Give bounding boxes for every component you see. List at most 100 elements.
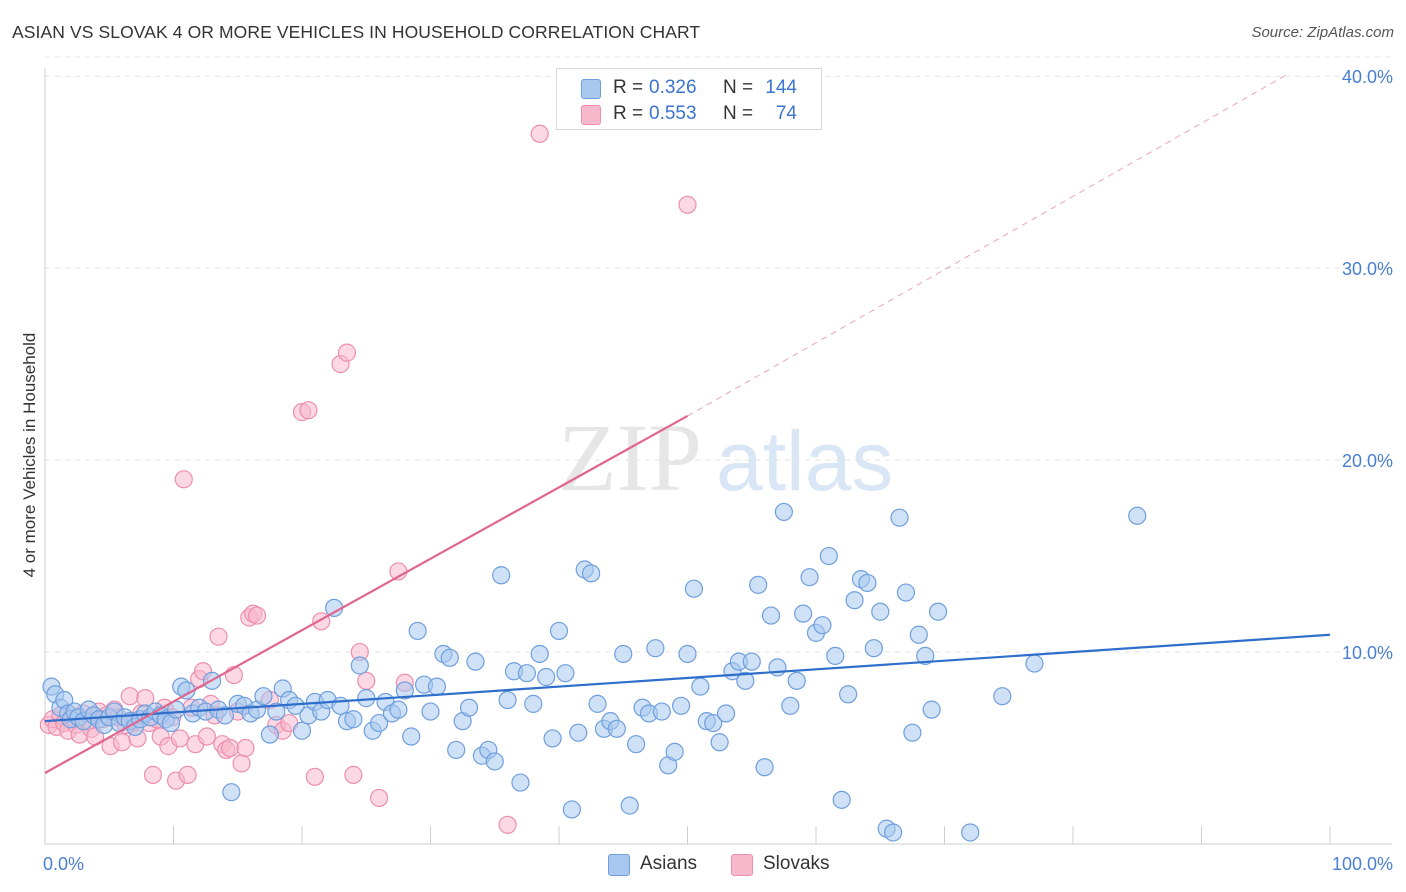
asian-point	[736, 671, 755, 690]
asian-point	[774, 502, 793, 522]
asian-point	[395, 681, 414, 700]
x-tick-label: 100.0%	[1332, 854, 1393, 874]
asian-point	[267, 702, 286, 721]
asian-point	[916, 646, 935, 665]
slovaks-trend-line	[44, 414, 689, 774]
asian-point	[652, 702, 671, 721]
legend-row-asians: R = 0.326 N = 144	[557, 75, 821, 101]
asian-point	[742, 652, 761, 671]
slovak-point	[305, 767, 324, 786]
asian-point	[588, 694, 607, 713]
legend-n-label: N =	[723, 77, 754, 98]
asian-point	[749, 575, 768, 594]
y-tick-label: 30.0%	[1342, 259, 1393, 279]
asian-point	[864, 639, 883, 658]
asian-point	[671, 696, 691, 715]
slovak-point	[112, 733, 132, 752]
slovak-point	[357, 671, 376, 690]
asian-point	[832, 790, 851, 809]
slovaks-trend-extension	[687, 72, 1291, 417]
asian-point	[819, 546, 838, 566]
asian-point	[389, 700, 408, 719]
legend-label-slovaks: Slovaks	[763, 853, 830, 874]
asian-point	[543, 729, 562, 748]
legend-swatch-asians	[581, 79, 601, 99]
asian-point	[755, 758, 774, 777]
asian-point	[466, 652, 485, 671]
asian-point	[370, 713, 389, 733]
asian-point	[665, 742, 684, 761]
trend-lines	[44, 72, 1331, 774]
asian-point	[440, 648, 459, 667]
x-tick-label: 0.0%	[43, 854, 84, 874]
legend-swatch-slovaks	[731, 854, 753, 876]
asian-point	[710, 733, 729, 752]
asian-point	[903, 723, 922, 742]
asian-point	[498, 690, 517, 710]
asian-point	[620, 796, 639, 815]
asian-point	[607, 719, 626, 738]
asian-point	[530, 644, 549, 664]
slovak-point	[220, 738, 240, 758]
slovak-point	[678, 195, 697, 214]
slovak-point	[232, 754, 251, 773]
asian-point	[826, 646, 845, 665]
slovak-point	[247, 606, 267, 625]
asian-point	[839, 685, 858, 704]
asian-point	[626, 735, 646, 754]
legend-swatch-asians	[608, 854, 630, 876]
legend-swatch-slovaks	[581, 105, 601, 125]
y-axis-label: 4 or more Vehicles in Household	[20, 333, 39, 578]
slovak-point	[209, 627, 228, 646]
asian-point	[761, 606, 781, 625]
legend-n-value: 74	[775, 103, 797, 124]
asian-point	[569, 723, 588, 742]
slovak-point	[498, 815, 517, 834]
watermark: ZIP atlas	[558, 404, 893, 511]
grid-lines	[45, 56, 1392, 653]
asian-point	[614, 644, 633, 664]
asian-point	[215, 706, 234, 725]
asian-point	[787, 671, 806, 690]
asian-point	[549, 621, 569, 641]
asian-point	[511, 773, 530, 792]
slovak-point	[143, 765, 163, 784]
slovak-point	[197, 727, 217, 746]
asians-trend-line	[44, 633, 1331, 723]
asian-point	[582, 564, 601, 583]
legend-label-asians: Asians	[640, 853, 698, 874]
asian-point	[1025, 654, 1044, 673]
asian-point	[716, 704, 736, 723]
asian-point	[871, 602, 890, 621]
asian-point	[492, 566, 511, 585]
legend-n-label: N =	[723, 103, 754, 124]
slovak-point	[178, 765, 197, 784]
legend-row-slovaks: R = 0.553 N = 74	[557, 101, 821, 127]
asian-point	[524, 694, 543, 713]
asian-point	[961, 823, 980, 842]
asian-point	[344, 710, 363, 729]
asian-point	[890, 508, 909, 527]
slovak-point	[170, 729, 190, 748]
y-tick-label: 10.0%	[1342, 643, 1393, 663]
y-tick-label: 20.0%	[1342, 451, 1393, 471]
asian-point	[704, 713, 723, 733]
tick-labels: 10.0% 20.0% 30.0% 40.0% 0.0% 100.0%	[43, 67, 1393, 874]
slovak-point	[120, 687, 139, 706]
asian-point	[646, 639, 665, 658]
slovak-point	[236, 738, 255, 758]
asian-point	[678, 644, 697, 664]
slovak-point	[299, 401, 318, 420]
asian-point	[794, 604, 813, 623]
legend-r-value: 0.326	[649, 77, 697, 98]
asian-point	[1128, 506, 1147, 525]
asian-point	[402, 727, 421, 746]
asian-point	[427, 677, 447, 696]
asian-point	[421, 702, 440, 721]
asian-point	[993, 687, 1012, 706]
asian-point	[222, 783, 241, 802]
asian-point	[485, 752, 504, 771]
source-label: Source: ZipAtlas.com	[1251, 24, 1394, 41]
legend-n-value: 144	[765, 77, 797, 98]
